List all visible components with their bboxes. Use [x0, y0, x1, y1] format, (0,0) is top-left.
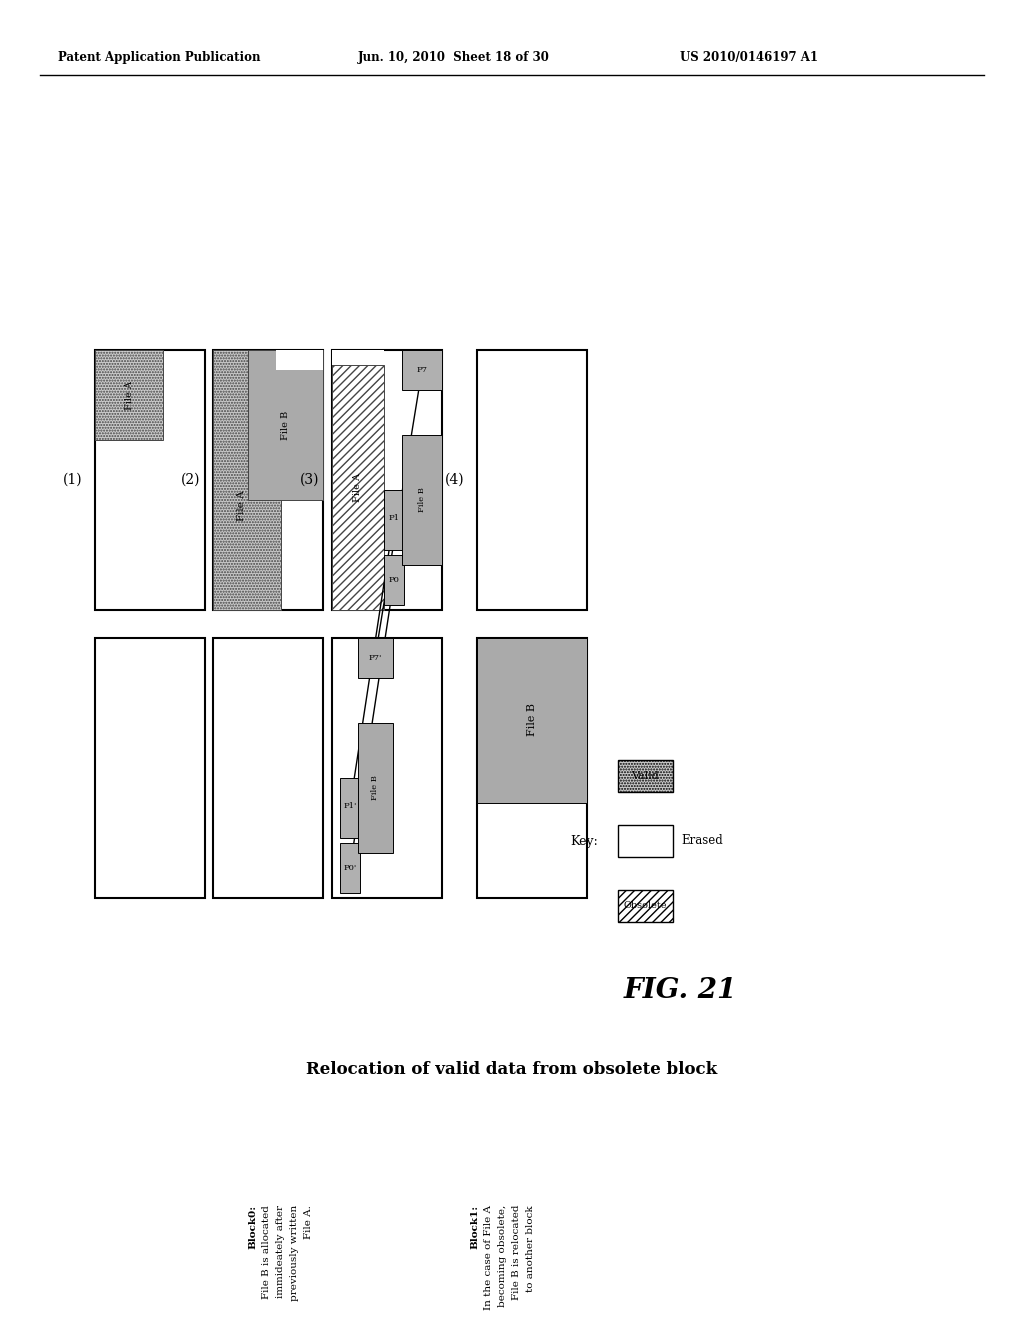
Bar	[477, 638, 587, 803]
Text: Key:: Key:	[570, 834, 598, 847]
Bar	[213, 350, 281, 610]
Bar	[213, 350, 323, 610]
Bar	[332, 350, 384, 366]
Text: P1: P1	[388, 513, 399, 521]
Bar	[477, 350, 587, 610]
Text: (1): (1)	[63, 473, 83, 487]
Text: Block1:: Block1:	[470, 1205, 479, 1249]
Bar	[340, 777, 360, 838]
Text: Obsolete: Obsolete	[624, 902, 667, 911]
Bar	[402, 350, 442, 389]
Text: to another block: to another block	[526, 1205, 535, 1292]
Bar	[358, 723, 393, 853]
Text: P1': P1'	[343, 803, 356, 810]
Text: File B is allocated: File B is allocated	[262, 1205, 271, 1299]
Bar	[402, 436, 442, 565]
Bar	[384, 490, 404, 550]
Bar	[95, 350, 163, 440]
Text: File B is relocated: File B is relocated	[512, 1205, 521, 1300]
Text: P7': P7'	[369, 653, 382, 663]
Text: Block0:: Block0:	[248, 1205, 257, 1249]
Bar	[618, 825, 673, 857]
Bar	[276, 350, 323, 370]
Bar	[332, 638, 442, 898]
Bar	[618, 890, 673, 921]
Text: File B: File B	[281, 411, 290, 440]
Bar	[213, 638, 323, 898]
Text: previously written: previously written	[290, 1205, 299, 1302]
Bar	[95, 638, 205, 898]
Bar	[477, 638, 587, 898]
Text: immideately after: immideately after	[276, 1205, 285, 1298]
Text: File A: File A	[125, 380, 133, 409]
Text: File A: File A	[238, 491, 247, 521]
Text: File B: File B	[418, 487, 426, 512]
Text: Jun. 10, 2010  Sheet 18 of 30: Jun. 10, 2010 Sheet 18 of 30	[358, 51, 550, 65]
Text: File A.: File A.	[304, 1205, 313, 1239]
Text: P7: P7	[417, 366, 427, 374]
Text: US 2010/0146197 A1: US 2010/0146197 A1	[680, 51, 818, 65]
Bar	[332, 350, 442, 610]
Text: (2): (2)	[181, 473, 201, 487]
Text: Relocation of valid data from obsolete block: Relocation of valid data from obsolete b…	[306, 1061, 718, 1078]
Text: FIG. 21: FIG. 21	[624, 977, 736, 1003]
Bar	[248, 350, 323, 500]
Text: P0': P0'	[343, 865, 356, 873]
Bar	[332, 366, 384, 610]
Text: (3): (3)	[300, 473, 319, 487]
Text: File B: File B	[371, 776, 379, 800]
Text: In the case of File A: In the case of File A	[484, 1205, 493, 1309]
Bar	[95, 350, 205, 610]
Text: File A: File A	[353, 473, 362, 502]
Text: Erased: Erased	[681, 834, 723, 847]
Bar	[340, 843, 360, 894]
Text: Patent Application Publication: Patent Application Publication	[58, 51, 260, 65]
Text: P0: P0	[388, 576, 399, 583]
Bar	[384, 554, 404, 605]
Text: (4): (4)	[445, 473, 465, 487]
Text: becoming obsolete,: becoming obsolete,	[498, 1205, 507, 1307]
Bar	[358, 638, 393, 678]
Text: Valid: Valid	[631, 771, 658, 781]
Bar	[618, 760, 673, 792]
Text: File B: File B	[527, 704, 537, 737]
